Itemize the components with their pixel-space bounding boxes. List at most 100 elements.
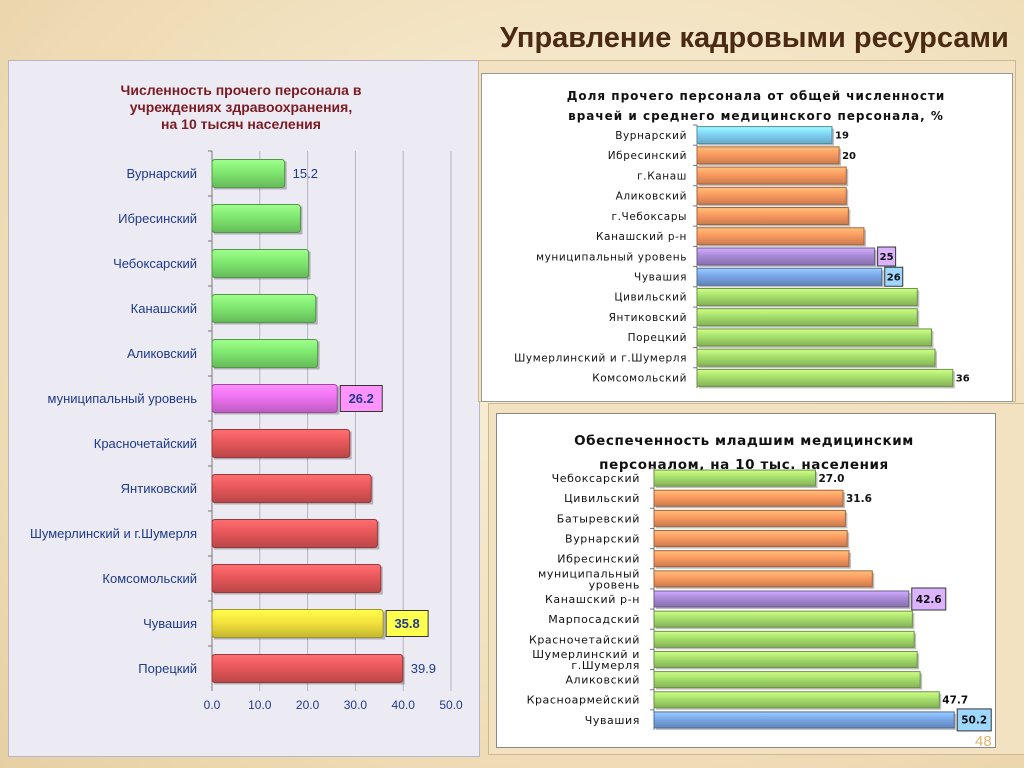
slide-title: Управление кадровыми ресурсами	[500, 22, 1009, 54]
c1-bar	[211, 429, 351, 458]
c1-category-label: Канашский	[131, 301, 197, 316]
share-chart: Доля прочего персонала от общей численно…	[514, 89, 970, 389]
c2-data-label: 20	[842, 151, 856, 162]
c3-title-line: персоналом, на 10 тыс. населения	[599, 457, 889, 473]
c1-category-label: Комсомольский	[102, 571, 197, 586]
c1-bar	[211, 519, 378, 548]
c3-bar	[653, 530, 848, 548]
c1-title-line: на 10 тысяч населения	[161, 116, 321, 132]
c1-category-label: Ибресинский	[118, 211, 197, 226]
c1-bar	[211, 339, 319, 368]
c3-category-label: Батыревский	[557, 512, 640, 525]
c3-category-label: Канашский р-н	[545, 593, 640, 606]
c3-bar	[653, 509, 846, 527]
c1-data-label: 39.9	[411, 661, 436, 676]
junior-staff-chart: Обеспеченность младшим медицинским персон…	[527, 433, 992, 732]
c1-bar	[211, 384, 338, 413]
c1-bar	[211, 204, 301, 233]
c1-category-label: Порецкий	[138, 661, 197, 676]
c1-tick-label: 30.0	[344, 698, 368, 712]
c3-data-label: 47.7	[942, 695, 968, 707]
c2-category-label: муниципальный уровень	[536, 251, 687, 263]
c2-category-label: Шумерлинский и г.Шумерля	[514, 352, 687, 364]
c2-data-label: 26	[887, 272, 901, 283]
c2-category-label: г.Канаш	[637, 170, 687, 182]
c2-data-label: 36	[956, 373, 970, 384]
c3-category-label: Красночетайский	[529, 633, 640, 646]
c1-category-label: муниципальный уровень	[47, 391, 197, 406]
c1-tick-label: 40.0	[392, 698, 416, 712]
staff-per-10k-panel: Численность прочего персонала в учреждени…	[8, 60, 480, 757]
c1-bar	[211, 564, 382, 593]
c3-category-label: Аликовский	[565, 674, 640, 687]
c1-data-label: 15.2	[293, 166, 318, 181]
c2-bar	[696, 227, 865, 246]
c3-data-label: 27.0	[818, 473, 844, 485]
c3-category-label: Вурнарский	[565, 532, 640, 545]
c3-data-label: 42.6	[916, 594, 942, 606]
c1-category-label: Чебоксарский	[113, 256, 197, 271]
c3-bar	[653, 550, 850, 568]
junior-staff-panel: Обеспеченность младшим медицинским персон…	[496, 413, 996, 748]
c3-data-label: 31.6	[846, 493, 872, 505]
c2-bar	[696, 207, 849, 226]
c3-category-label: Красноармейский	[527, 694, 640, 707]
c2-category-label: Янтиковский	[609, 312, 687, 324]
c2-bar	[696, 166, 847, 185]
c2-category-label: Порецкий	[628, 332, 687, 344]
c2-data-label-box	[884, 266, 904, 287]
c3-bar	[653, 610, 913, 628]
c3-bar	[653, 590, 910, 608]
staff-per-10k-chart: Численность прочего персонала вучреждени…	[30, 82, 463, 712]
c1-tick-label: 10.0	[248, 698, 272, 712]
c1-category-label: Чувашия	[143, 616, 197, 631]
c1-data-label-box	[385, 610, 429, 637]
c2-bar	[696, 186, 847, 205]
c2-data-label: 19	[835, 131, 849, 142]
c2-bar	[696, 368, 954, 387]
c2-category-label: г.Чебоксары	[611, 211, 687, 223]
c1-bar	[211, 249, 310, 278]
c2-bar	[696, 146, 840, 165]
c2-bar	[696, 287, 918, 306]
c3-category-label: Цивильский	[564, 492, 640, 505]
c1-tick-label: 20.0	[296, 698, 320, 712]
c1-data-label-box	[339, 385, 383, 412]
c3-category-label: уровень	[589, 578, 640, 591]
c3-bar	[653, 469, 816, 487]
c1-data-label: 26.2	[349, 391, 374, 406]
c1-bar	[211, 294, 317, 323]
c2-category-label: Канашский р-н	[596, 231, 687, 243]
c2-bar	[696, 247, 876, 266]
c2-category-label: Комсомольский	[592, 373, 687, 385]
c2-bar	[696, 126, 833, 145]
c1-data-label: 35.8	[394, 616, 419, 631]
c2-category-label: Вурнарский	[615, 130, 687, 142]
c1-tick-label: 0.0	[204, 698, 221, 712]
c3-category-label: Шумерлинский и	[532, 648, 640, 661]
c1-title-line: учреждениях здравоохранения,	[130, 99, 352, 115]
c3-category-label: Чебоксарский	[552, 472, 640, 485]
c2-title-line: врачей и среднего медицинского персонала…	[568, 109, 944, 123]
c1-category-label: Вурнарский	[127, 166, 197, 181]
c2-bar	[696, 328, 932, 347]
c2-bar	[696, 308, 918, 327]
c3-bar	[653, 711, 955, 729]
c1-category-label: Шумерлинский и г.Шумерля	[30, 526, 197, 541]
c2-title-line: Доля прочего персонала от общей численно…	[567, 89, 946, 103]
c3-bar	[653, 630, 915, 648]
c3-category-label: муниципальный	[538, 567, 640, 580]
c2-category-label: Цивильский	[614, 292, 687, 304]
c3-category-label: г.Шумерля	[571, 659, 640, 672]
c2-category-label: Ибресинский	[608, 150, 687, 162]
c1-category-label: Аликовский	[127, 346, 197, 361]
c3-bar	[653, 650, 918, 668]
c1-tick-label: 50.0	[439, 698, 463, 712]
c2-bar	[696, 267, 883, 286]
c2-data-label: 25	[880, 252, 894, 263]
share-panel: Доля прочего персонала от общей численно…	[481, 73, 1013, 402]
c2-category-label: Чувашия	[634, 272, 687, 284]
c1-bar	[211, 159, 286, 188]
c1-category-label: Красночетайский	[94, 436, 197, 451]
c2-category-label: Аликовский	[616, 191, 687, 203]
